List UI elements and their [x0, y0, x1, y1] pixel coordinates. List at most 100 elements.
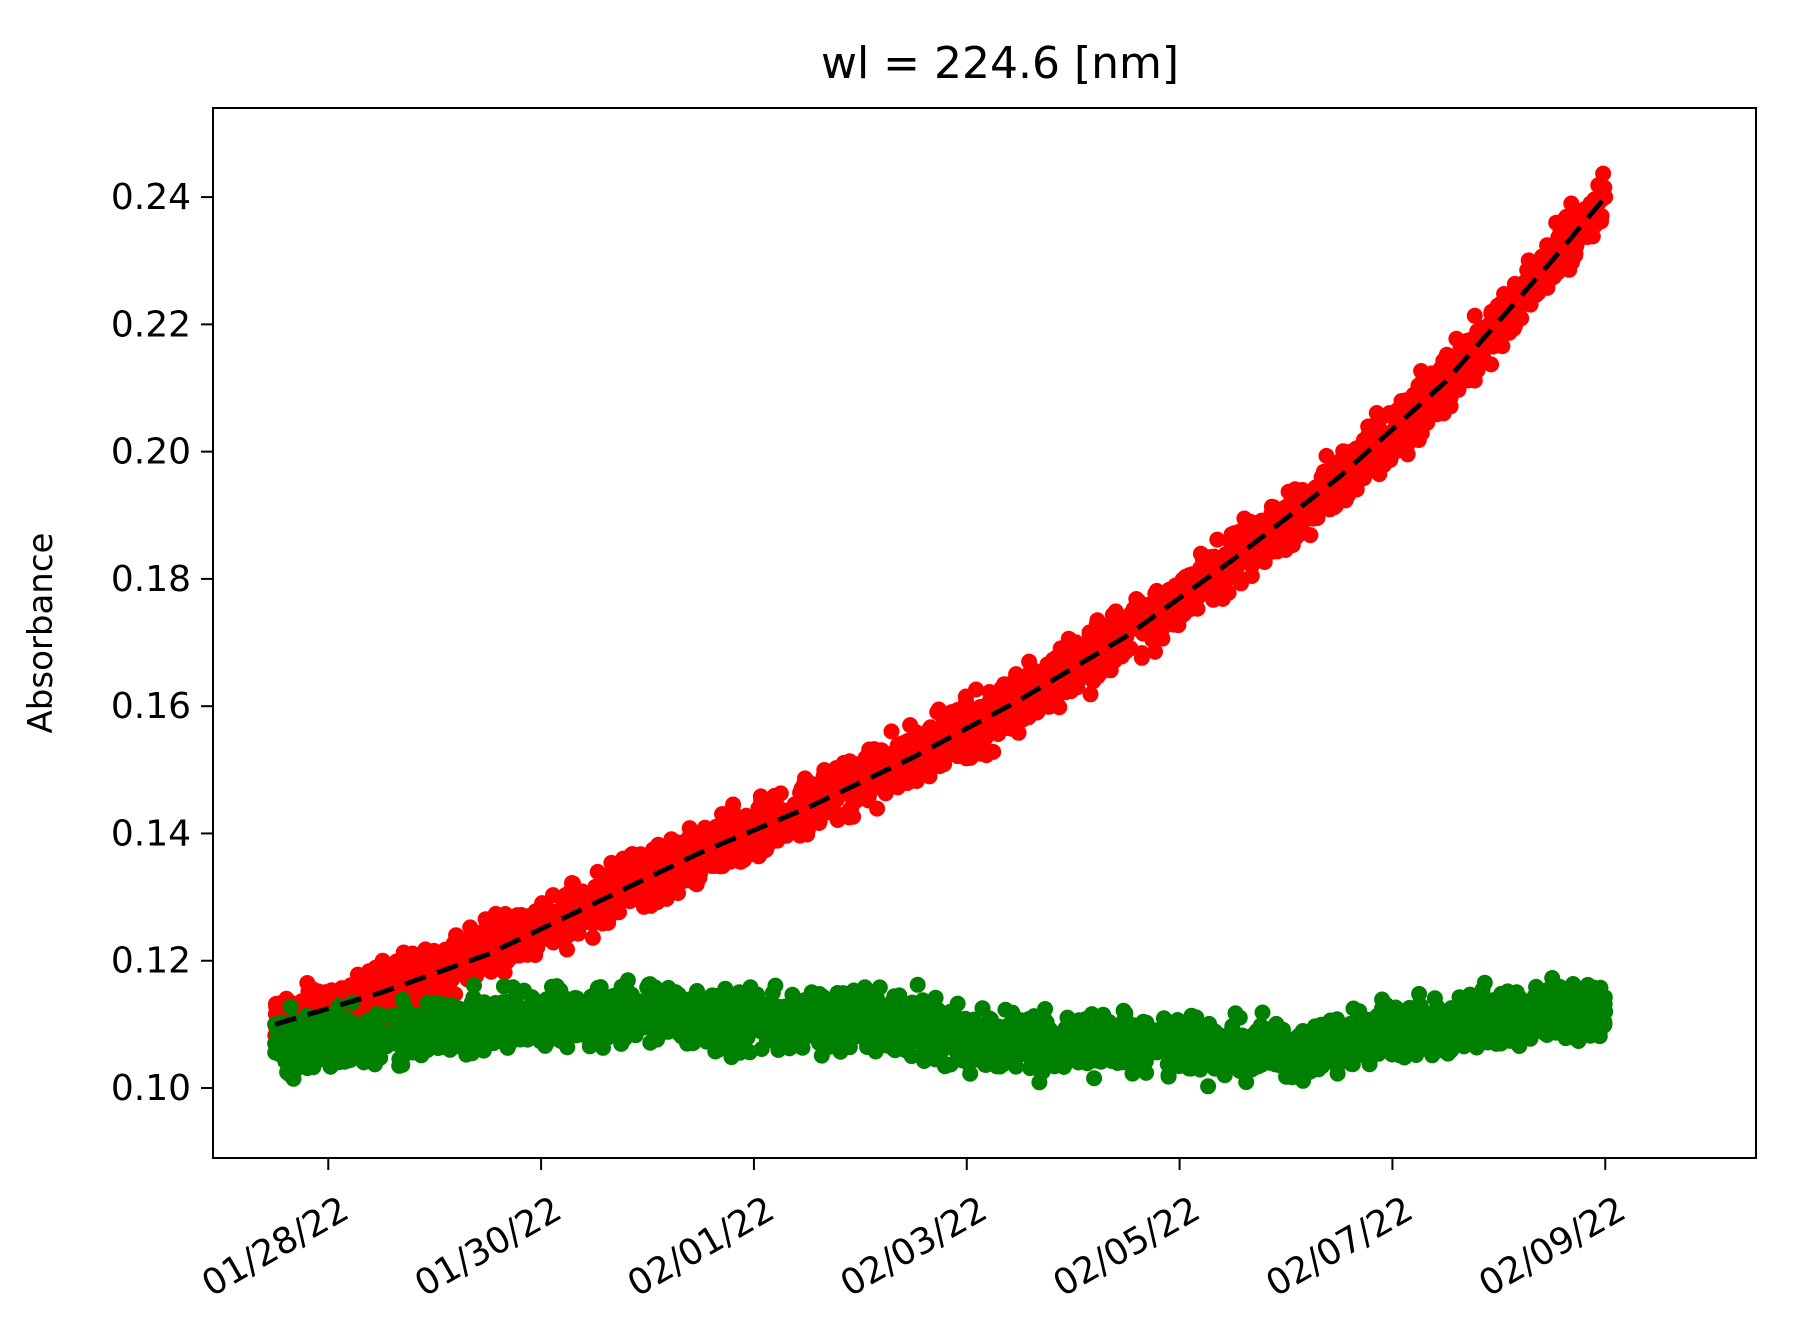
scatter-point — [1408, 1047, 1425, 1063]
scatter-point — [1377, 447, 1394, 464]
scatter-point — [1585, 979, 1602, 996]
scatter-point — [1383, 1042, 1400, 1059]
scatter-point — [1133, 649, 1150, 666]
scatter-point — [394, 962, 411, 979]
scatter-point — [462, 919, 479, 936]
scatter-point — [1045, 687, 1062, 704]
scatter-point — [1348, 481, 1365, 498]
scatter-point — [550, 922, 567, 939]
scatter-point — [893, 735, 910, 752]
scatter-point — [1029, 704, 1046, 721]
scatter-point — [466, 977, 482, 994]
scatter-point — [1466, 307, 1483, 324]
scatter-point — [461, 939, 478, 956]
scatter-point — [652, 841, 669, 858]
scatter-point — [1430, 363, 1447, 380]
scatter-point — [1272, 530, 1289, 547]
scatter-point — [1567, 247, 1584, 264]
scatter-point — [975, 728, 992, 745]
scatter-point — [985, 743, 1002, 760]
scatter-point — [869, 800, 886, 817]
scatter-point — [499, 953, 516, 970]
plot-marks — [267, 165, 1614, 1095]
scatter-point — [1519, 262, 1536, 279]
scatter-point — [927, 1051, 944, 1068]
scatter-point — [688, 833, 705, 850]
scatter-point — [909, 976, 926, 993]
scatter-point — [367, 959, 384, 976]
scatter-point — [299, 1046, 316, 1063]
scatter-point — [1595, 165, 1612, 182]
scatter-point — [668, 834, 685, 851]
scatter-point — [1220, 584, 1237, 601]
scatter-point — [1077, 1011, 1094, 1028]
scatter-point — [352, 974, 369, 991]
scatter-point — [1076, 668, 1093, 684]
chart-title: wl = 224.6 [nm] — [821, 38, 1179, 89]
scatter-point — [841, 809, 858, 826]
scatter-point — [1389, 402, 1406, 419]
scatter-point — [1138, 1014, 1155, 1031]
scatter-point — [838, 1035, 855, 1052]
scatter-point — [1504, 288, 1520, 304]
scatter-point — [584, 929, 601, 946]
scatter-point — [1265, 499, 1282, 516]
scatter-point — [1368, 405, 1385, 421]
scatter-point — [1189, 600, 1206, 617]
scatter-point — [1295, 1072, 1311, 1089]
scatter-point — [413, 948, 430, 965]
scatter-point — [1555, 216, 1572, 233]
scatter-point — [813, 1047, 830, 1064]
scatter-point — [350, 1042, 367, 1059]
scatter-point — [1227, 526, 1244, 543]
scatter-point — [1544, 970, 1561, 986]
scatter-point — [877, 785, 894, 802]
scatter-point — [323, 982, 340, 999]
scatter-point — [752, 788, 769, 805]
scatter-point — [688, 876, 705, 893]
scatter-point — [971, 1034, 988, 1050]
scatter-point — [732, 984, 749, 1001]
scatter-point — [1199, 1016, 1216, 1033]
scatter-point — [1413, 425, 1430, 442]
scatter-point — [1191, 1040, 1207, 1057]
scatter-point — [1144, 598, 1160, 614]
scatter-point — [587, 878, 604, 895]
scatter-point — [599, 867, 616, 884]
scatter-point — [908, 724, 925, 741]
scatter-point — [483, 963, 500, 980]
scatter-point — [1309, 510, 1326, 526]
scatter-point — [570, 891, 587, 908]
scatter-point — [632, 853, 649, 870]
scatter-point — [535, 902, 552, 919]
scatter-point — [1121, 610, 1138, 627]
scatter-point — [841, 753, 858, 770]
scatter-point — [739, 1029, 756, 1046]
scatter-point — [1009, 669, 1026, 686]
scatter-point — [1413, 363, 1430, 379]
scatter-point — [891, 987, 908, 1004]
scatter-point — [922, 748, 939, 765]
scatter-point — [629, 891, 646, 908]
scatter-point — [600, 914, 617, 931]
scatter-point — [1499, 983, 1516, 1000]
scatter-point — [1034, 668, 1051, 685]
scatter-point — [1400, 435, 1417, 452]
scatter-point — [391, 1057, 408, 1074]
scatter-point — [658, 890, 675, 907]
scatter-point — [799, 778, 816, 795]
scatter-point — [1327, 1056, 1344, 1072]
scatter-point — [1561, 261, 1578, 278]
scatter-point — [1088, 616, 1105, 633]
scatter-point — [767, 977, 784, 994]
scatter-point — [282, 998, 299, 1015]
scatter-point — [790, 820, 807, 837]
scatter-point — [570, 923, 587, 940]
scatter-point — [1247, 515, 1264, 532]
scatter-point — [1160, 1068, 1177, 1085]
scatter-point — [1086, 1070, 1103, 1087]
scatter-point — [921, 768, 938, 785]
scatter-point — [1456, 371, 1473, 388]
